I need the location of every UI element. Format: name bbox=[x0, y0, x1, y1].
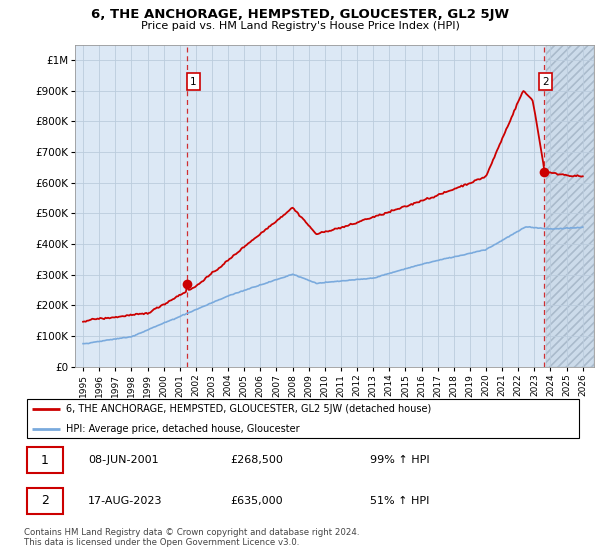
Text: 2: 2 bbox=[542, 77, 548, 87]
Bar bbox=[545, 45, 594, 367]
FancyBboxPatch shape bbox=[27, 488, 63, 514]
Text: 6, THE ANCHORAGE, HEMPSTED, GLOUCESTER, GL2 5JW (detached house): 6, THE ANCHORAGE, HEMPSTED, GLOUCESTER, … bbox=[66, 404, 431, 414]
Text: Contains HM Land Registry data © Crown copyright and database right 2024.
This d: Contains HM Land Registry data © Crown c… bbox=[24, 528, 359, 547]
FancyBboxPatch shape bbox=[27, 447, 63, 473]
Text: 08-JUN-2001: 08-JUN-2001 bbox=[88, 455, 159, 465]
Text: 1: 1 bbox=[190, 77, 197, 87]
Text: 17-AUG-2023: 17-AUG-2023 bbox=[88, 496, 163, 506]
Text: 2: 2 bbox=[41, 494, 49, 507]
Text: Price paid vs. HM Land Registry's House Price Index (HPI): Price paid vs. HM Land Registry's House … bbox=[140, 21, 460, 31]
Text: 51% ↑ HPI: 51% ↑ HPI bbox=[370, 496, 430, 506]
Text: £635,000: £635,000 bbox=[230, 496, 283, 506]
Text: 99% ↑ HPI: 99% ↑ HPI bbox=[370, 455, 430, 465]
Text: £268,500: £268,500 bbox=[230, 455, 283, 465]
Bar bbox=[545, 45, 594, 367]
Text: 1: 1 bbox=[41, 454, 49, 467]
FancyBboxPatch shape bbox=[27, 399, 579, 438]
Text: HPI: Average price, detached house, Gloucester: HPI: Average price, detached house, Glou… bbox=[66, 424, 299, 434]
Text: 6, THE ANCHORAGE, HEMPSTED, GLOUCESTER, GL2 5JW: 6, THE ANCHORAGE, HEMPSTED, GLOUCESTER, … bbox=[91, 8, 509, 21]
